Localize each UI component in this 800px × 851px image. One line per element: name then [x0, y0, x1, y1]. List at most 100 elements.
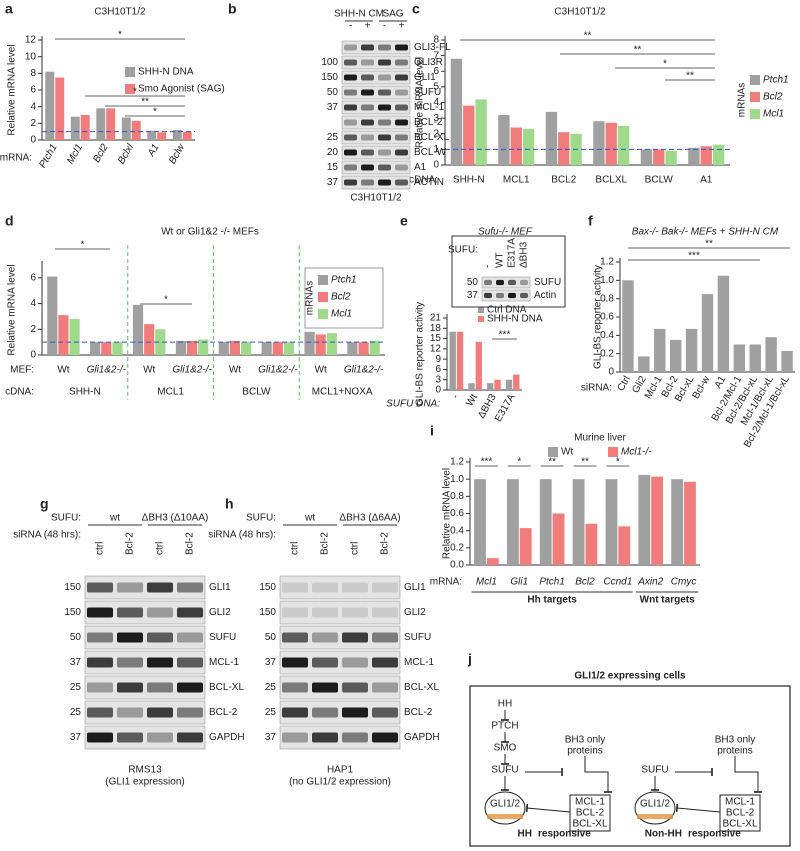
- band-label: GLI1: [414, 72, 436, 83]
- blot-band: [87, 732, 113, 743]
- x-axis-label: cDNA:: [409, 175, 438, 186]
- x-tick-label: Gli1&2-/-: [258, 365, 298, 376]
- legend-swatch: [318, 275, 328, 285]
- blot-band: [378, 119, 391, 126]
- blot-band: [508, 292, 516, 299]
- legend-label: SHH-N DNA: [487, 314, 543, 325]
- band-label: GLI2: [404, 607, 426, 618]
- target-box: [719, 794, 761, 832]
- x-tick-label: Cmyc: [671, 577, 697, 588]
- y-tick-label: 6: [435, 364, 441, 375]
- blot-band: [177, 682, 203, 693]
- bh3-label: BH3 only: [715, 735, 756, 746]
- blot-band: [342, 732, 368, 743]
- condition-label: ΔBH3 (Δ6AA): [339, 513, 400, 524]
- y-tick-label: 12: [430, 343, 442, 354]
- blot-band: [312, 707, 338, 718]
- marker-label: 37: [70, 657, 82, 668]
- blot-band: [87, 607, 113, 618]
- bar: [688, 147, 700, 165]
- bar: [781, 350, 793, 372]
- bar: [186, 340, 198, 355]
- x-tick-label: Mcl1: [476, 577, 497, 588]
- bar: [494, 379, 501, 390]
- panel-label: f: [588, 213, 593, 229]
- bar: [605, 479, 618, 565]
- blot-band: [496, 279, 504, 286]
- bar: [653, 149, 665, 165]
- blot-strip: [279, 700, 401, 725]
- significance-label: **: [686, 71, 694, 82]
- marker-label: 25: [265, 707, 277, 718]
- blot-strip: [279, 725, 401, 750]
- row-label: SUFU:: [448, 245, 478, 256]
- bh3-label: BH3 only: [565, 735, 606, 746]
- row-label: MEF:: [10, 365, 34, 376]
- y-axis-label: Relative mRNA level: [442, 468, 453, 559]
- blot-band: [378, 164, 391, 171]
- row-label: SUFU:: [51, 513, 81, 524]
- legend-label: Smo Agonist (SAG): [138, 84, 225, 95]
- bar: [638, 356, 650, 372]
- blot-strip: [279, 675, 401, 700]
- marker-label: 50: [70, 632, 82, 643]
- bar: [347, 342, 358, 355]
- y-tick-label: 2: [433, 128, 439, 139]
- pathway-node: SMO: [494, 743, 517, 754]
- lane-label: -: [349, 21, 352, 32]
- blot-band: [484, 292, 492, 299]
- lane-label: -: [383, 21, 386, 32]
- blot-band: [520, 292, 528, 299]
- blot-band: [344, 119, 357, 126]
- marker-label: 37: [265, 732, 277, 743]
- x-tick-label: BCL2: [551, 175, 576, 186]
- bar: [545, 111, 558, 165]
- bar: [80, 115, 90, 140]
- blot-strip: [341, 145, 411, 160]
- blot-band: [361, 134, 374, 141]
- blot-band: [147, 632, 173, 643]
- blot-band: [344, 164, 357, 171]
- legend-label: Mcl1: [763, 109, 784, 120]
- x-axis-label: mRNA:: [0, 153, 32, 164]
- y-tick-label: 6: [30, 272, 36, 283]
- marker-label: 100: [321, 57, 338, 68]
- blot-strip: [84, 700, 206, 725]
- bar: [684, 481, 696, 565]
- marker-label: 150: [259, 607, 276, 618]
- group-label: SHH-N: [69, 387, 101, 398]
- y-tick-label: 18: [430, 323, 442, 334]
- x-tick-label: Bcl-w: [691, 374, 713, 401]
- bar: [55, 77, 65, 140]
- bar: [700, 146, 712, 165]
- y-tick-label: 12: [25, 35, 37, 46]
- blot-band: [342, 607, 368, 618]
- blot-band: [312, 657, 338, 668]
- tf-label: GLI1/2: [640, 799, 670, 810]
- legend-swatch: [478, 316, 484, 322]
- panel-label: c: [412, 1, 420, 17]
- band-label: BCL-2: [209, 707, 238, 718]
- bar: [172, 130, 182, 140]
- chart-title: Bax-/- Bak-/- MEFs + SHH-N CM: [632, 227, 779, 238]
- blot-band: [342, 632, 368, 643]
- band-label: GLI2: [209, 607, 231, 618]
- blot-band: [372, 582, 398, 593]
- blot-band: [395, 89, 408, 96]
- y-tick-label: 1.0: [450, 474, 464, 485]
- blot-band: [395, 44, 408, 51]
- y-axis-label: Relative mRNA level: [415, 57, 426, 148]
- significance-label: **: [584, 31, 592, 42]
- significance-label: *: [663, 59, 667, 70]
- blot-band: [361, 119, 374, 126]
- blot-band: [520, 279, 528, 286]
- bar: [513, 374, 520, 390]
- blot-band: [344, 74, 357, 81]
- blot-strip: [341, 40, 411, 55]
- bar: [358, 342, 369, 355]
- target-label: BCL-2: [726, 808, 755, 819]
- x-tick-label: Ccnd1: [603, 577, 632, 588]
- y-tick-label: 0.4: [600, 330, 614, 341]
- lane-label: ctrl: [350, 542, 361, 555]
